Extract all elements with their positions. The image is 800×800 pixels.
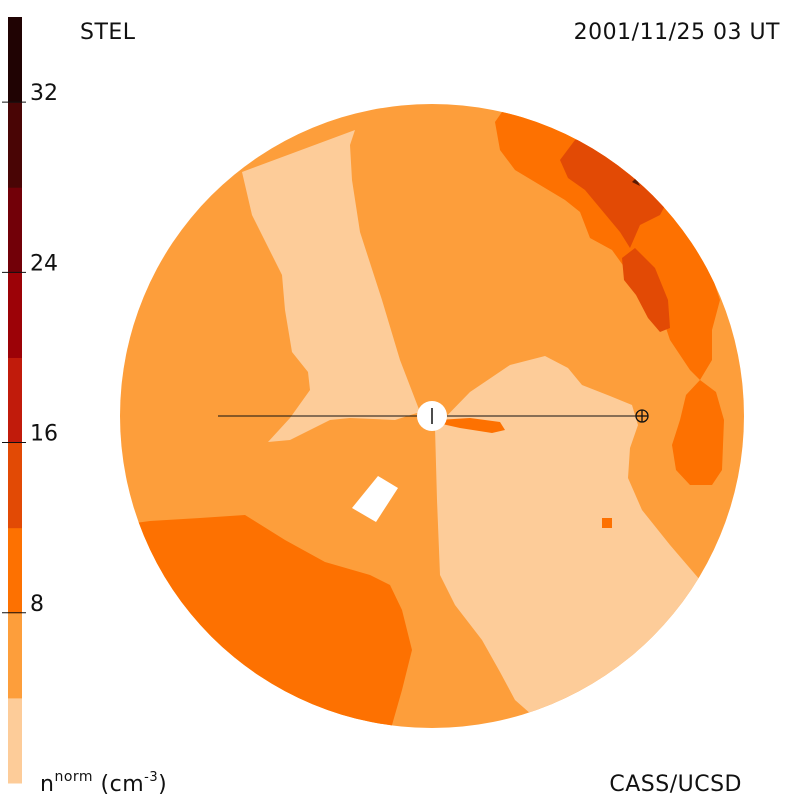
colorbar-band-6 — [8, 187, 22, 273]
unit-paren-open: (cm — [93, 772, 145, 797]
unit-superscript: norm — [54, 769, 94, 785]
colorbar-band-4 — [8, 357, 22, 444]
earth-marker — [635, 409, 649, 423]
unit-base: n — [40, 772, 55, 797]
timestamp-label: 2001/11/25 03 UT — [573, 20, 780, 45]
colorbar-tick-label: 24 — [30, 251, 58, 276]
upper-light-sector — [242, 130, 420, 442]
colorbar-band-2 — [8, 527, 22, 614]
credit-label: CASS/UCSD — [609, 772, 742, 797]
sun-marker — [417, 401, 447, 431]
upper-right-core-lower — [622, 248, 670, 332]
center-streamer — [438, 418, 505, 433]
data-gap — [352, 476, 398, 522]
colorbar-tick-label: 32 — [30, 81, 58, 106]
density-colorbar: 8 16 24 32 — [2, 17, 58, 784]
unit-exponent: -3 — [144, 770, 159, 785]
right-edge-dark-sector — [672, 380, 724, 485]
edge-notch — [632, 178, 640, 186]
colorbar-band-7 — [8, 102, 22, 188]
colorbar-band-1 — [8, 612, 22, 699]
colorbar-band-0 — [8, 697, 22, 784]
unit-paren-close: ) — [158, 772, 168, 797]
colorbar-band-5 — [8, 272, 22, 358]
small-patch — [602, 518, 612, 528]
colorbar-tick-label: 16 — [30, 422, 58, 447]
colorbar-band-8 — [8, 17, 22, 103]
colorbar-band-3 — [8, 442, 22, 529]
colorbar-tick-label: 8 — [30, 592, 44, 617]
colorbar-unit-label: nnorm (cm-3) — [40, 769, 168, 797]
instrument-label: STEL — [80, 20, 136, 45]
